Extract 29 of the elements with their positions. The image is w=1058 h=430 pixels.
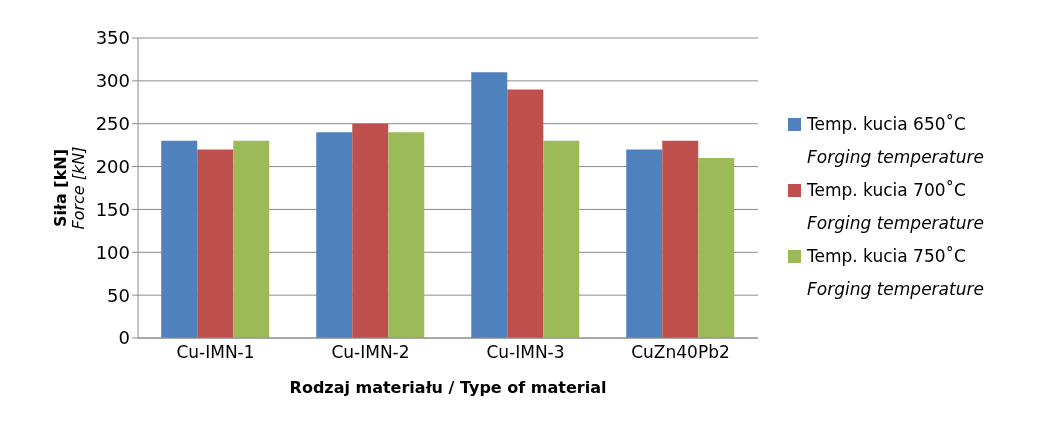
bar <box>507 89 544 338</box>
y-tick-label: 0 <box>118 327 130 349</box>
y-tick-label: 150 <box>95 198 130 220</box>
x-tick-label: Cu-IMN-3 <box>486 342 565 363</box>
y-tick-label: 350 <box>95 27 130 49</box>
bar <box>161 140 198 338</box>
y-tick-label: 300 <box>95 70 130 92</box>
bar <box>662 140 699 338</box>
y-tick-label: 100 <box>95 241 130 263</box>
bar <box>388 132 425 338</box>
bar <box>352 123 389 338</box>
bar <box>543 140 580 338</box>
x-tick-label: CuZn40Pb2 <box>631 342 730 363</box>
x-tick-label: Cu-IMN-2 <box>331 342 410 363</box>
bar <box>471 72 508 338</box>
bar <box>626 149 663 338</box>
y-tick-label: 200 <box>95 155 130 177</box>
bar <box>698 158 735 338</box>
legend-label: Temp. kucia 750˚C Forging temperature <box>806 246 985 300</box>
y-tick-label: 250 <box>95 113 130 135</box>
x-axis-title: Rodzaj materiału / Type of material <box>289 378 607 397</box>
bar <box>197 149 234 338</box>
legend-label: Temp. kucia 700˚C Forging temperature <box>806 180 985 234</box>
y-axis-title: Siła [kN] Force [kN] <box>51 146 88 230</box>
legend-label: Temp. kucia 650˚C Forging temperature <box>806 114 985 168</box>
x-tick-label: Cu-IMN-1 <box>176 342 255 363</box>
y-tick-label: 50 <box>107 284 130 306</box>
bar <box>233 140 270 338</box>
bar <box>316 132 353 338</box>
